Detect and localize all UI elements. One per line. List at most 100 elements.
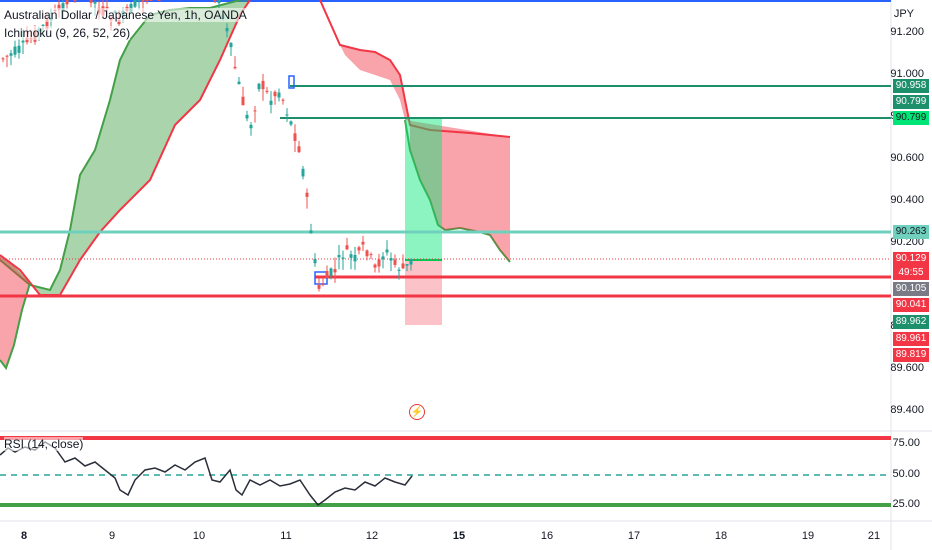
candle-35-body: [213, 0, 217, 1]
ichimoku-legend[interactable]: Ichimoku (9, 26, 52, 26): [4, 26, 131, 40]
ichimoku-cloud-red-right: [320, 0, 510, 137]
candle-32-body: [145, 0, 149, 1]
price-tick: 90.400: [890, 194, 924, 206]
candle-25-body: [117, 20, 121, 25]
time-tick: 12: [365, 530, 379, 542]
candle-46-body: [257, 83, 261, 90]
candle-70-body: [353, 255, 357, 262]
price-tick: 91.200: [890, 26, 924, 38]
candle-57-body: [301, 168, 305, 177]
candle-63-body: [325, 271, 329, 278]
candle-71-body: [357, 247, 361, 251]
candle-60-body: [313, 258, 317, 264]
candle-45-body: [253, 110, 257, 112]
candle-16-body: [65, 0, 69, 5]
price-tick: 91.000: [890, 68, 924, 80]
time-tick: 8: [20, 530, 28, 542]
candle-11-body: [45, 19, 49, 29]
candle-79-body: [389, 258, 393, 261]
price-tag: 90.263: [893, 225, 929, 239]
candle-0-body: [1, 58, 5, 60]
candle-51-body: [277, 92, 281, 98]
candle-59-body: [309, 230, 313, 234]
rsi-tick: 75.00: [892, 437, 920, 449]
candle-47-body: [261, 80, 265, 90]
candle-62-body: [321, 284, 325, 286]
candle-14-body: [57, 4, 61, 10]
candle-53-body: [285, 114, 289, 116]
price-tag: 90.958: [893, 79, 929, 93]
price-tick: 89.600: [890, 362, 924, 374]
candle-42-body: [241, 96, 245, 106]
candle-43-body: [245, 114, 249, 119]
candle-40-body: [233, 66, 237, 69]
candle-31-body: [141, 0, 145, 2]
candle-84-body: [409, 258, 413, 265]
candle-22-body: [105, 6, 109, 9]
candle-68-body: [345, 245, 349, 250]
candle-18-body: [89, 0, 93, 3]
candle-33-body: [149, 0, 153, 1]
candle-34-body: [157, 0, 161, 1]
candle-17-body: [73, 0, 77, 1]
candle-61-body: [317, 284, 321, 289]
candle-4-body: [17, 45, 21, 53]
time-tick: 10: [192, 530, 206, 542]
currency-label: JPY: [893, 8, 914, 20]
candle-65-body: [333, 269, 337, 273]
ichimoku-cloud-green: [0, 0, 250, 295]
time-tick: 9: [108, 530, 116, 542]
time-tick: 19: [801, 530, 815, 542]
candle-38-body: [225, 28, 229, 32]
candle-36-body: [217, 0, 221, 4]
price-tag: 49:55: [893, 266, 929, 280]
senkou-span-b-right: [319, 0, 511, 138]
take-profit-zone: [405, 118, 442, 260]
candle-48-body: [265, 90, 269, 92]
price-tag: 89.961: [893, 332, 929, 346]
ichimoku-cloud-red-future: [410, 125, 510, 262]
stop-loss-zone: [405, 260, 442, 325]
candle-75-body: [373, 264, 377, 268]
candle-49-body: [269, 100, 273, 105]
rsi-legend[interactable]: RSI (14, close): [4, 437, 84, 451]
time-tick: 18: [714, 530, 728, 542]
candle-55-body: [293, 133, 297, 141]
candle-2-body: [9, 53, 13, 56]
price-tick: 89.400: [890, 404, 924, 416]
candle-78-body: [385, 249, 389, 253]
candle-58-body: [305, 192, 309, 197]
price-tag: 90.041: [893, 298, 929, 312]
price-tag: 89.819: [893, 348, 929, 362]
candle-5-body: [21, 40, 25, 43]
candle-54-body: [289, 121, 293, 125]
candle-29-body: [133, 0, 137, 7]
candle-64-body: [329, 268, 333, 276]
candle-80-body: [393, 259, 397, 265]
candle-82-body: [401, 263, 405, 269]
time-tick: 21: [867, 530, 881, 542]
lightning-icon[interactable]: ⚡: [409, 404, 425, 420]
candle-3-body: [13, 46, 17, 55]
rsi-tick: 50.00: [892, 468, 920, 480]
candle-81-body: [397, 269, 401, 271]
candle-72-body: [361, 241, 365, 245]
candle-74-body: [369, 254, 373, 256]
price-tag: 90.129: [893, 252, 929, 266]
price-tick: 90.200: [890, 236, 924, 248]
blue-marker-upper: [288, 75, 295, 89]
time-tick: 17: [627, 530, 641, 542]
candle-69-body: [349, 254, 353, 258]
blue-marker-lower: [314, 271, 328, 285]
candle-83-body: [405, 264, 409, 266]
price-tick: 90.600: [890, 152, 924, 164]
symbol-title[interactable]: Australian Dollar / Japanese Yen, 1h, OA…: [4, 8, 247, 22]
candle-15-body: [61, 3, 65, 12]
candle-41-body: [237, 81, 241, 85]
price-tag: 90.105: [893, 282, 929, 296]
time-tick: 15: [452, 530, 466, 542]
rsi-tick: 25.00: [892, 498, 920, 510]
candle-52-body: [281, 99, 285, 101]
candle-77-body: [381, 256, 385, 260]
